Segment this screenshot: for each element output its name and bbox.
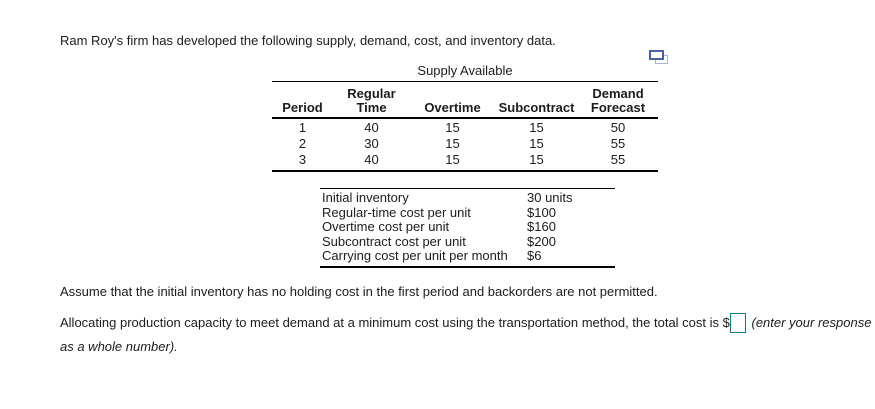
cost-label: Initial inventory (322, 190, 409, 205)
column-header-demand-forecast: Demand Forecast (578, 81, 658, 119)
cost-value: $6 (527, 248, 542, 264)
cost-row: Subcontract cost per unit $200 (320, 233, 615, 250)
copy-icon[interactable] (649, 50, 670, 66)
supply-table-row: 2 30 15 15 55 (272, 135, 658, 151)
problem-intro-text: Ram Roy's firm has developed the followi… (60, 33, 556, 48)
table-cell: 50 (610, 120, 626, 135)
supply-table-row: 1 40 15 15 50 (272, 118, 658, 135)
copy-icon-front-rect (649, 50, 664, 60)
cost-value: 30 units (527, 190, 573, 205)
cost-row: Regular-time cost per unit $100 (320, 204, 615, 221)
column-header-subcontract: Subcontract (495, 81, 578, 119)
table-cell: 2 (298, 136, 307, 151)
total-cost-input[interactable] (729, 312, 746, 333)
column-header-period: Period (272, 81, 333, 119)
table-cell: 15 (529, 136, 544, 151)
cost-row: Overtime cost per unit $160 (320, 220, 615, 235)
table-cell: 1 (298, 120, 307, 135)
column-header-regular-time: Regular Time (333, 81, 410, 119)
table-cell: 55 (578, 151, 658, 172)
table-cell: 3 (272, 151, 333, 172)
cost-value: $160 (527, 219, 556, 235)
cost-label: Regular-time cost per unit (322, 204, 471, 220)
assumption-text: Assume that the initial inventory has no… (60, 284, 658, 299)
question-note-italic: (enter your response as a whole number). (60, 315, 872, 354)
supply-table-header-row: Period Regular Time Overtime Subcontract… (272, 81, 658, 119)
cost-label: Carrying cost per unit per month (322, 248, 508, 264)
table-cell: 15 (445, 136, 460, 151)
table-cell: 30 (364, 136, 379, 151)
table-cell: 15 (410, 151, 495, 172)
table-cell: 40 (364, 120, 379, 135)
cost-value: $200 (527, 233, 556, 249)
table-cell: 15 (495, 151, 578, 172)
cost-row: Initial inventory 30 units (320, 189, 615, 206)
table-cell: 15 (445, 120, 460, 135)
supply-available-spanner-row: Supply Available (272, 63, 658, 82)
supply-table-row: 3 40 15 15 55 (272, 151, 658, 172)
table-cell: 55 (610, 136, 626, 151)
column-header-overtime: Overtime (410, 81, 495, 119)
supply-available-header: Supply Available (272, 63, 658, 82)
cost-label: Overtime cost per unit (322, 219, 450, 235)
question-prefix-text: Allocating production capacity to meet d… (60, 315, 730, 330)
table-cell: 40 (333, 151, 410, 172)
table-cell: 15 (529, 120, 544, 135)
supply-demand-table: Supply Available Period Regular Time Ove… (272, 63, 658, 172)
cost-label: Subcontract cost per unit (322, 233, 466, 249)
cost-row: Carrying cost per unit per month $6 (320, 249, 615, 267)
question-text: Allocating production capacity to meet d… (60, 311, 873, 359)
cost-value: $100 (527, 204, 556, 220)
cost-inventory-table: Initial inventory 30 units Regular-time … (320, 188, 615, 268)
